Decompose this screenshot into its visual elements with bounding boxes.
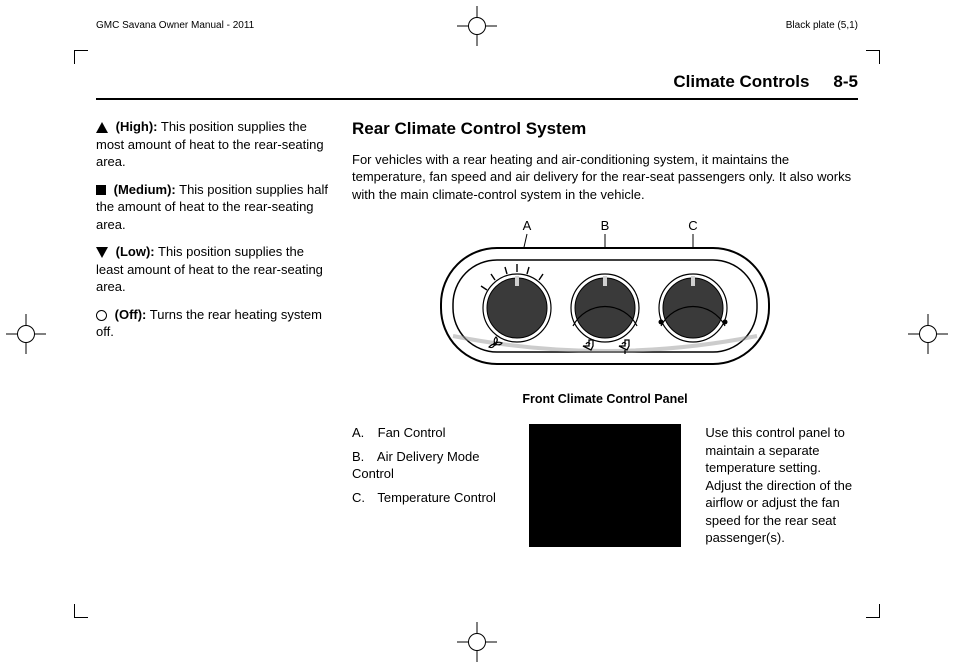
register-mark-left: [6, 314, 46, 354]
list-item: B. Air Delivery Mode Control: [352, 448, 505, 483]
running-header: Climate Controls 8-5: [96, 72, 858, 100]
definition-label: (Medium):: [114, 182, 176, 197]
trim-tick: [866, 50, 880, 51]
intro-paragraph: For vehicles with a rear heating and air…: [352, 151, 858, 204]
trim-tick: [879, 50, 880, 64]
register-mark-right: [908, 314, 948, 354]
figure-label-b: B: [601, 218, 610, 233]
content-area: Climate Controls 8-5 (High): This positi…: [96, 72, 858, 596]
figure-caption: Front Climate Control Panel: [352, 391, 858, 408]
definition-high: (High): This position supplies the most …: [96, 118, 328, 171]
list-text: Temperature Control: [377, 490, 496, 505]
definition-off: (Off): Turns the rear heating system off…: [96, 306, 328, 341]
definition-label: (Low):: [116, 244, 155, 259]
list-item: A. Fan Control: [352, 424, 505, 442]
list-letter: C.: [352, 489, 374, 507]
circle-icon: [96, 310, 107, 321]
right-column: Rear Climate Control System For vehicles…: [352, 118, 858, 547]
definition-medium: (Medium): This position supplies half th…: [96, 181, 328, 234]
climate-panel-illustration: A B C: [415, 216, 795, 381]
section-title: Climate Controls: [673, 72, 809, 92]
register-mark-bottom: [457, 622, 497, 662]
trim-tick: [74, 50, 75, 64]
trim-tick: [866, 617, 880, 618]
definition-low: (Low): This position supplies the least …: [96, 243, 328, 296]
page-number: 8-5: [833, 72, 858, 92]
trim-tick: [879, 604, 880, 618]
definition-label: (Off):: [115, 307, 147, 322]
figure-label-c: C: [688, 218, 697, 233]
list-text: Fan Control: [378, 425, 446, 440]
trim-tick: [74, 617, 88, 618]
list-letter: A.: [352, 424, 374, 442]
square-icon: [96, 185, 106, 195]
callout-list: A. Fan Control B. Air Delivery Mode Cont…: [352, 424, 505, 547]
knob-temperature: [659, 274, 728, 342]
triangle-up-icon: [96, 122, 108, 133]
definition-label: (High):: [116, 119, 158, 134]
manual-title: GMC Savana Owner Manual - 2011: [96, 20, 254, 31]
list-item: C. Temperature Control: [352, 489, 505, 507]
plate-label: Black plate (5,1): [786, 20, 858, 31]
lower-columns: A. Fan Control B. Air Delivery Mode Cont…: [352, 424, 858, 547]
trim-tick: [74, 50, 88, 51]
triangle-down-icon: [96, 247, 108, 258]
subsection-heading: Rear Climate Control System: [352, 118, 858, 141]
lower-paragraph: Use this control panel to maintain a sep…: [705, 424, 858, 547]
columns: (High): This position supplies the most …: [96, 118, 858, 547]
left-column: (High): This position supplies the most …: [96, 118, 328, 547]
list-letter: B.: [352, 448, 374, 466]
column-divider: [529, 424, 682, 547]
page: GMC Savana Owner Manual - 2011 Black pla…: [0, 0, 954, 668]
figure: A B C: [352, 216, 858, 386]
trim-tick: [74, 604, 75, 618]
print-meta-strip: GMC Savana Owner Manual - 2011 Black pla…: [96, 20, 858, 31]
figure-label-a: A: [523, 218, 532, 233]
